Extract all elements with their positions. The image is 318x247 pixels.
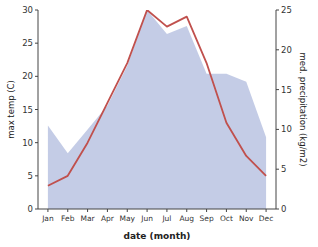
y-tick-label: 25	[22, 38, 33, 48]
plot-area	[48, 10, 266, 209]
x-tick-label: Mar	[81, 214, 96, 223]
y2-tick-label: 0	[281, 204, 286, 214]
y-tick-label: 10	[22, 138, 33, 148]
x-tick-label: Jan	[41, 214, 54, 223]
y2-tick	[276, 169, 279, 170]
y-tick	[35, 10, 38, 11]
y-tick	[35, 76, 38, 77]
x-tick-label: Dec	[259, 214, 274, 223]
x-tick	[246, 209, 247, 212]
x-tick-label: Feb	[61, 214, 75, 223]
y2-tick-label: 5	[281, 164, 286, 174]
x-tick	[107, 209, 108, 212]
precipitation-area	[48, 10, 266, 209]
y2-tick-label: 15	[281, 85, 292, 95]
x-axis-line	[38, 209, 276, 210]
y2-tick	[276, 129, 279, 130]
x-tick	[47, 209, 48, 212]
y2-tick-label: 25	[281, 5, 292, 15]
x-tick-label: May	[119, 214, 135, 223]
x-tick	[147, 209, 148, 212]
x-tick-label: Nov	[239, 214, 254, 223]
y2-tick	[276, 49, 279, 50]
y-tick	[35, 109, 38, 110]
x-tick-label: Oct	[220, 214, 233, 223]
y-tick-label: 20	[22, 71, 33, 81]
y2-tick	[276, 10, 279, 11]
y2-tick	[276, 89, 279, 90]
x-tick	[206, 209, 207, 212]
x-tick-label: Jun	[140, 214, 153, 223]
x-tick	[127, 209, 128, 212]
y-tick-label: 30	[22, 5, 33, 15]
y-tick-label: 15	[22, 105, 33, 115]
y-tick-label: 0	[28, 204, 33, 214]
x-tick-label: Aug	[179, 214, 194, 223]
y-axis-label: max temp (C)	[6, 80, 16, 139]
x-tick	[67, 209, 68, 212]
y-tick-label: 5	[28, 171, 33, 181]
x-tick	[87, 209, 88, 212]
temperature-line	[48, 10, 266, 186]
y2-tick	[276, 209, 279, 210]
x-tick-label: Jul	[161, 214, 171, 223]
y2-tick-label: 20	[281, 45, 292, 55]
y-tick	[35, 175, 38, 176]
y2-axis-line	[276, 10, 277, 209]
y-tick	[35, 209, 38, 210]
x-tick-label: Sep	[200, 214, 214, 223]
y-tick	[35, 43, 38, 44]
x-tick	[186, 209, 187, 212]
x-tick	[226, 209, 227, 212]
x-tick	[266, 209, 267, 212]
chart: 0 5 10 15 20 25 30 0 5 10 15 20 25 Jan Feb Mar Apr May Jun…	[0, 0, 318, 247]
x-axis-label: date (month)	[124, 231, 191, 241]
y-tick	[35, 142, 38, 143]
y2-tick-label: 10	[281, 124, 292, 134]
x-tick-label: Apr	[101, 214, 115, 223]
y2-axis-label: med. precipitation (kg/m2)	[298, 52, 308, 166]
x-tick	[166, 209, 167, 212]
